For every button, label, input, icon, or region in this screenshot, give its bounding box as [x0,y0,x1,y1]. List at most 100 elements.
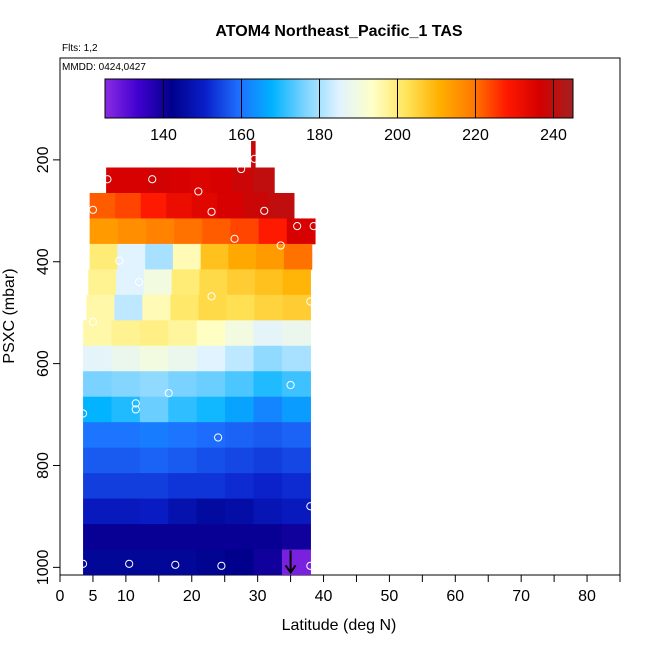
heatmap-cell [198,294,227,321]
observation-point [207,292,216,301]
heatmap-cell [232,167,254,194]
heatmap-cell [168,524,198,550]
dates-note: MMDD: 0424,0427 [62,62,146,73]
x-tick-label: 10 [117,588,135,605]
heatmap-cell [139,371,169,398]
x-tick-label: 20 [183,588,201,605]
observation-points [78,154,318,570]
heatmap-cell [282,294,311,321]
heatmap-cell [196,473,226,499]
heatmap-cell [281,396,311,423]
heatmap-cell [200,243,230,270]
heatmap-cell [172,243,202,270]
heatmap-cell [168,498,198,525]
heatmap-cell [83,447,113,474]
heatmap-cell [281,320,311,347]
colorbar-tick-label: 140 [150,127,177,144]
plot-frame [59,57,621,576]
heatmap-cell [281,345,311,372]
y-tick-label: 1000 [35,549,52,585]
heatmap-cell [196,524,226,550]
heatmap-cell [139,447,169,474]
observation-point [78,559,88,568]
heatmap-cell [111,524,141,550]
heatmap-cell [253,396,283,423]
heatmap-cell [258,218,288,245]
heatmap-cell [253,167,275,194]
heatmap-cell [83,473,113,499]
heatmap-cell [196,320,226,347]
heatmap-cell [115,192,142,219]
x-axis: 0 5 10 20 30 40 50 60 70 80 [56,575,621,605]
heatmap-cell [83,422,113,449]
x-tick-label: 70 [512,588,530,605]
heatmap-cell [168,320,198,347]
heatmap-cell [139,549,169,575]
heatmap-cell [281,447,311,474]
x-tick-label: 60 [446,588,464,605]
heatmap-cell [89,243,118,270]
y-tick-label: 800 [35,452,52,479]
heatmap-cell [174,218,203,245]
y-tick-label: 200 [35,146,52,173]
heatmap-cell [225,396,255,423]
heatmap-cell [282,269,311,296]
heatmap-cell [253,320,283,347]
heatmap-cell [83,345,113,372]
heatmap-cell [148,167,170,194]
heatmap-cell [88,269,117,296]
heatmap-cell [170,294,199,321]
heatmap-cell [211,167,233,194]
heatmap-cell [116,269,145,296]
observation-point [217,561,226,570]
heatmap-cell [225,345,255,372]
heatmap-cell [225,473,255,499]
heatmap-cell [111,320,141,347]
observation-point [164,389,173,398]
heatmap-cells [83,141,316,575]
observation-point [237,164,246,174]
heatmap-cell [83,396,113,423]
heatmap-cell [253,345,283,372]
heatmap-cell [139,498,169,525]
heatmap-cell [142,294,171,321]
heatmap-cell [253,524,283,550]
heatmap-cell [89,218,119,245]
heatmap-cell [114,294,143,321]
heatmap-cell [168,345,198,372]
heatmap-cell [225,549,255,575]
heatmap-cell [225,524,255,550]
heatmap-cell [83,498,113,525]
heatmap-cell [168,396,198,423]
observation-point [125,559,134,568]
y-tick-label: 400 [35,248,52,275]
heatmap-cell [117,243,146,270]
heatmap-cell [143,269,173,296]
heatmap-cell [106,167,128,194]
heatmap-cell [139,320,169,347]
observation-point [88,317,98,326]
heatmap-cell [196,396,226,423]
observation-point [131,405,140,414]
heatmap-cell [111,371,141,398]
colorbar-tick-label: 180 [306,127,333,144]
position-arrow [284,550,297,575]
colorbar-tick-label: 220 [462,127,489,144]
heatmap-cell [225,498,255,525]
observation-point [131,399,140,408]
heatmap-cell [145,218,175,245]
heatmap-cell [83,371,113,398]
heatmap-cell [111,422,141,449]
colorbar-ticks: 140 160 180 200 220 240 [150,79,567,144]
heatmap-cell [111,345,141,372]
x-axis-label: Latitude (deg N) [282,617,397,634]
heatmap-cell [168,447,198,474]
heatmap-cell [283,243,313,270]
x-tick-label: 50 [381,588,399,605]
heatmap-cell [111,498,141,525]
heatmap-cell [281,473,311,499]
colorbar-tick-label: 200 [384,127,411,144]
heatmap-cell [139,345,169,372]
observation-point [286,380,295,390]
colorbar: 140 160 180 200 220 240 [104,78,574,144]
